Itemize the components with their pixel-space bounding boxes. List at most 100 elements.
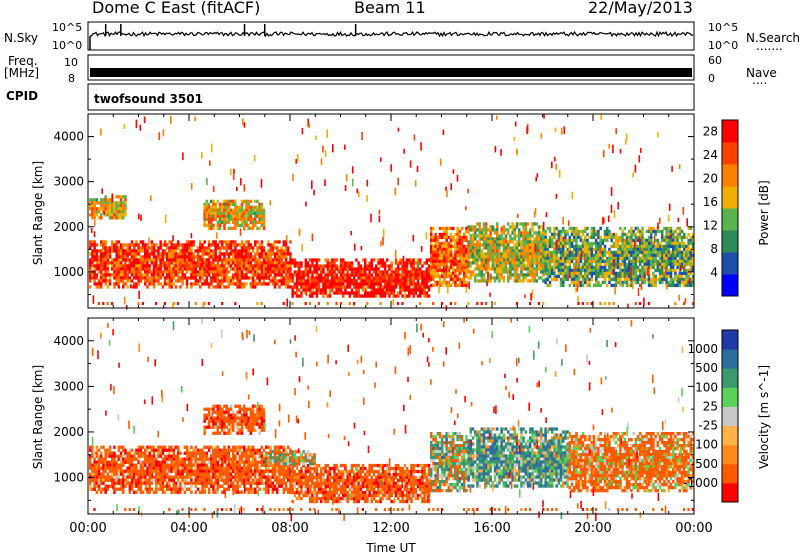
power-cell — [637, 257, 640, 260]
velocity-cell — [148, 491, 151, 494]
power-scatter — [495, 146, 497, 152]
power-cell — [514, 231, 517, 234]
velocity-cell — [131, 476, 134, 479]
velocity-cell — [151, 488, 154, 491]
power-cell — [382, 273, 385, 276]
power-cell — [214, 212, 217, 215]
power-cell — [635, 257, 638, 260]
power-cell — [467, 255, 470, 258]
power-cell — [417, 282, 420, 285]
power-cell — [582, 263, 585, 266]
power-ground — [529, 302, 531, 305]
velocity-cell — [168, 449, 171, 452]
power-cell — [397, 261, 400, 264]
power-cell — [437, 236, 440, 239]
power-cell — [437, 260, 440, 263]
power-scatter — [351, 279, 353, 284]
power-cell — [236, 212, 239, 215]
velocity-cell — [131, 488, 134, 491]
power-cell — [305, 258, 308, 261]
power-cell — [461, 239, 464, 242]
velocity-cell — [126, 479, 128, 482]
power-cell — [597, 266, 600, 269]
velocity-cell — [137, 446, 140, 449]
power-cell — [219, 282, 222, 285]
power-cell — [533, 237, 536, 240]
power-cell — [432, 236, 435, 239]
power-cell — [461, 242, 464, 245]
power-cell — [258, 203, 261, 206]
power-cell — [685, 263, 688, 266]
power-cell — [591, 260, 594, 263]
power-cell — [619, 263, 622, 266]
power-cell — [368, 273, 371, 276]
power-cell — [276, 258, 279, 261]
power-cell — [540, 252, 543, 255]
power-cell — [287, 279, 290, 282]
power-cell — [217, 276, 220, 279]
velocity-cell — [135, 479, 138, 482]
power-cell — [338, 288, 341, 291]
power-cell — [155, 267, 158, 270]
power-cell — [591, 230, 594, 233]
power-cell — [393, 294, 396, 297]
power-cell — [564, 230, 567, 233]
power-cell — [203, 246, 206, 249]
power-cell — [96, 207, 99, 210]
power-cell — [373, 276, 376, 279]
power-cell — [96, 252, 99, 255]
power-cell — [478, 240, 481, 243]
velocity-cell — [111, 464, 114, 467]
power-cell — [529, 240, 532, 243]
power-cell — [648, 236, 651, 239]
power-scatter — [200, 263, 202, 270]
power-cell — [485, 234, 488, 237]
power-cell — [113, 270, 116, 273]
power-cell — [412, 282, 415, 285]
power-cell — [456, 245, 459, 248]
power-cell — [241, 240, 244, 243]
power-cell — [232, 200, 235, 203]
power-cell — [388, 294, 391, 297]
power-cell — [357, 261, 360, 264]
velocity-cell — [166, 449, 169, 452]
power-scatter — [306, 288, 308, 296]
power-cell — [571, 245, 574, 248]
power-cell — [478, 237, 481, 240]
power-cell — [254, 258, 257, 261]
power-cell — [547, 242, 550, 245]
power-cell — [98, 216, 101, 219]
power-cell — [245, 218, 248, 221]
power-cell — [654, 251, 657, 254]
power-cell — [459, 278, 462, 281]
power-cell — [190, 258, 193, 261]
power-cell — [333, 270, 336, 273]
power-cell — [685, 269, 688, 272]
power-scatter — [415, 180, 417, 186]
power-scatter — [575, 266, 577, 272]
power-cell — [245, 270, 248, 273]
power-cell — [654, 233, 657, 236]
power-cell — [624, 242, 627, 245]
power-scatter — [515, 122, 517, 127]
velocity-cell — [164, 473, 167, 476]
velocity-cell — [129, 470, 132, 473]
power-cell — [571, 260, 574, 263]
power-cell — [494, 261, 497, 264]
power-cell — [549, 269, 552, 272]
power-cell — [164, 255, 167, 258]
power-cell — [395, 276, 398, 279]
power-cell — [507, 246, 510, 249]
power-cell — [465, 269, 468, 272]
power-cell — [107, 267, 110, 270]
power-cell — [142, 276, 145, 279]
power-cell — [626, 233, 629, 236]
power-cell — [212, 224, 215, 227]
power-cell — [338, 285, 341, 288]
power-cell — [241, 273, 244, 276]
power-cell — [206, 261, 209, 264]
power-cell — [430, 272, 433, 275]
power-cell — [573, 275, 576, 278]
velocity-cell — [133, 467, 136, 470]
power-cell — [406, 288, 409, 291]
